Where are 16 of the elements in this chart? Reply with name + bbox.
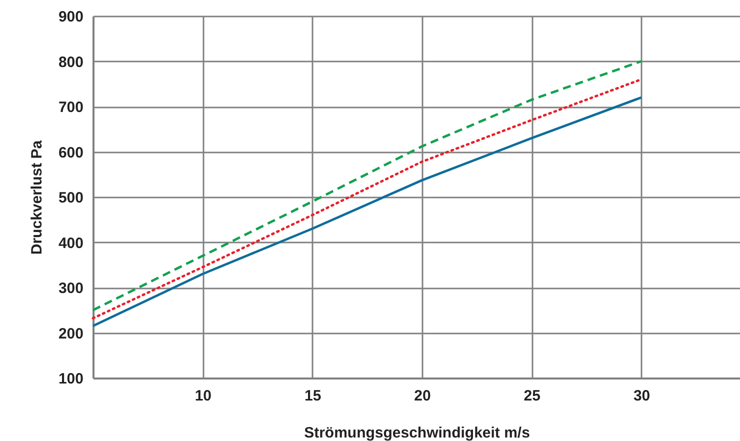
x-tick-label: 25	[524, 388, 540, 404]
x-tick-label: 20	[414, 388, 431, 404]
x-tick-label: 30	[633, 388, 650, 404]
x-tick-label: 10	[194, 388, 212, 404]
y-tick-label: 900	[58, 8, 84, 26]
x-axis-title: Strömungsgeschwindigkeit m/s	[304, 424, 530, 441]
y-axis-title: Druckverlust Pa	[28, 140, 46, 255]
y-tick-label: 700	[58, 99, 84, 116]
y-tick-label: 800	[58, 54, 84, 71]
y-tick-label: 300	[58, 280, 84, 297]
y-tick-label: 200	[58, 325, 84, 342]
y-tick-label: 500	[58, 190, 84, 206]
y-tick-label: 100	[58, 370, 84, 388]
y-tick-label: 600	[58, 144, 84, 162]
y-tick-label: 400	[58, 234, 84, 252]
x-tick-label: 15	[304, 388, 322, 404]
